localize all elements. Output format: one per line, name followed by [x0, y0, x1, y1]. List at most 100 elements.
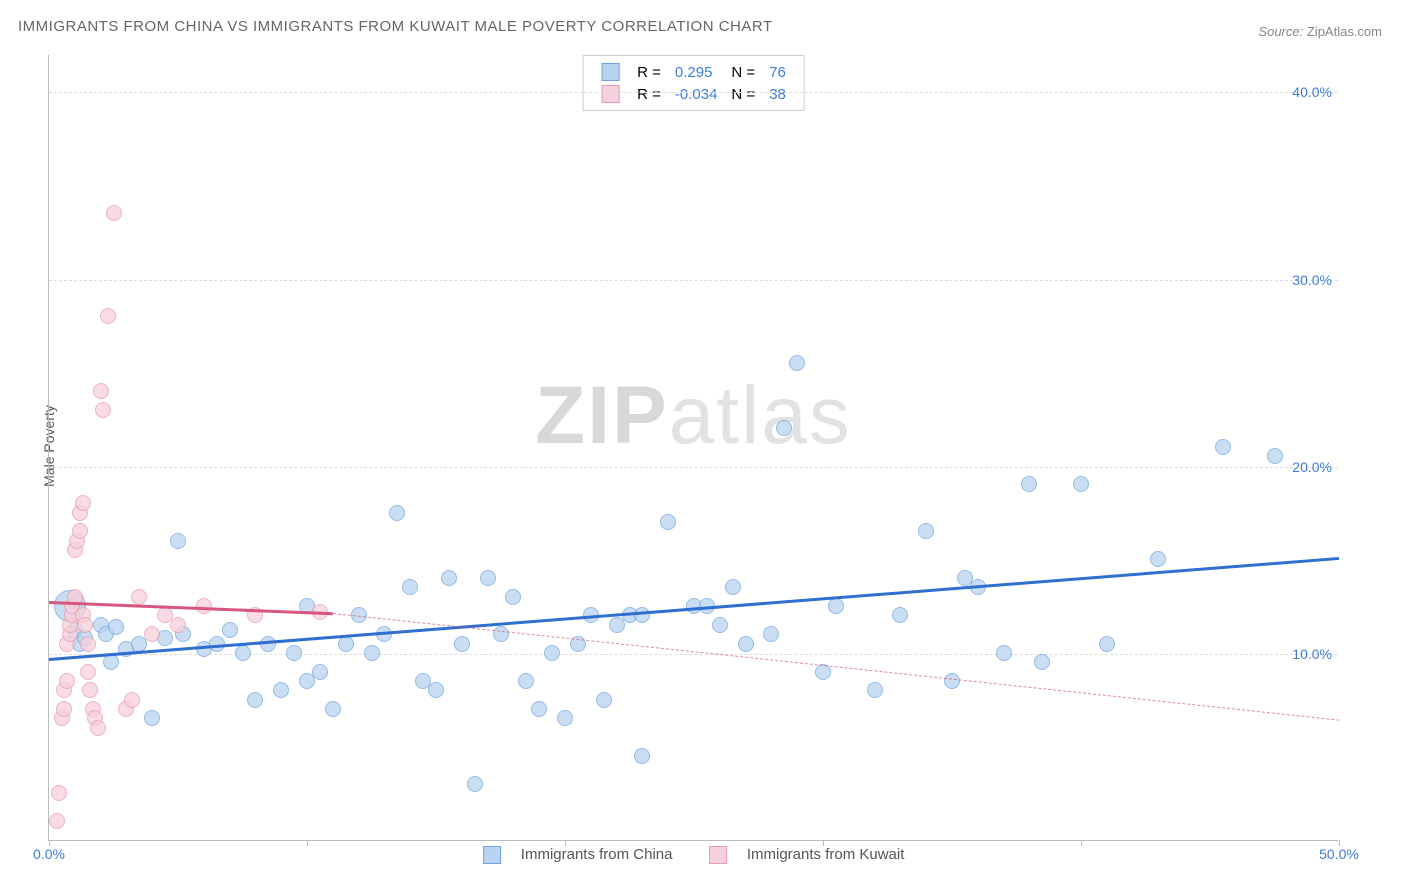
data-point: [892, 607, 908, 623]
data-point: [480, 570, 496, 586]
r-value-kuwait: -0.034: [669, 84, 724, 104]
r-label: R =: [631, 84, 667, 104]
watermark-atlas: atlas: [669, 370, 852, 461]
source-credit: Source: ZipAtlas.com: [1258, 24, 1382, 39]
legend-row-kuwait: R = -0.034 N = 38: [595, 84, 792, 104]
data-point: [75, 495, 91, 511]
data-point: [454, 636, 470, 652]
plot-area: ZIPatlas R = 0.295 N = 76 R = -0.034 N =…: [48, 55, 1338, 841]
data-point: [441, 570, 457, 586]
data-point: [518, 673, 534, 689]
x-tick: [823, 840, 824, 846]
data-point: [428, 682, 444, 698]
data-point: [80, 636, 96, 652]
data-point: [95, 402, 111, 418]
n-value-kuwait: 38: [763, 84, 792, 104]
series-legend: Immigrants from China Immigrants from Ku…: [467, 846, 921, 864]
y-tick-label: 40.0%: [1292, 84, 1332, 100]
data-point: [789, 355, 805, 371]
legend-item-china: Immigrants from China: [475, 846, 685, 863]
data-point: [1215, 439, 1231, 455]
data-point: [1021, 476, 1037, 492]
data-point: [467, 776, 483, 792]
data-point: [634, 748, 650, 764]
data-point: [59, 673, 75, 689]
data-point: [402, 579, 418, 595]
data-point: [77, 617, 93, 633]
data-point: [712, 617, 728, 633]
data-point: [56, 701, 72, 717]
chart-title: IMMIGRANTS FROM CHINA VS IMMIGRANTS FROM…: [18, 18, 773, 35]
data-point: [389, 505, 405, 521]
correlation-legend: R = 0.295 N = 76 R = -0.034 N = 38: [582, 55, 805, 111]
legend-swatch-kuwait: [709, 846, 727, 864]
gridline: [49, 92, 1338, 93]
data-point: [557, 710, 573, 726]
data-point: [108, 619, 124, 635]
data-point: [944, 673, 960, 689]
n-value-china: 76: [763, 62, 792, 82]
data-point: [544, 645, 560, 661]
data-point: [996, 645, 1012, 661]
data-point: [325, 701, 341, 717]
data-point: [131, 589, 147, 605]
x-tick-label: 0.0%: [33, 846, 65, 862]
data-point: [170, 533, 186, 549]
data-point: [286, 645, 302, 661]
data-point: [51, 785, 67, 801]
data-point: [1073, 476, 1089, 492]
data-point: [106, 205, 122, 221]
source-label: Source:: [1258, 24, 1303, 39]
data-point: [103, 654, 119, 670]
x-tick: [565, 840, 566, 846]
data-point: [828, 598, 844, 614]
data-point: [124, 692, 140, 708]
data-point: [312, 664, 328, 680]
data-point: [1034, 654, 1050, 670]
x-tick-label: 50.0%: [1319, 846, 1359, 862]
x-tick: [1081, 840, 1082, 846]
data-point: [634, 607, 650, 623]
data-point: [144, 626, 160, 642]
trend-line: [49, 601, 333, 615]
data-point: [776, 420, 792, 436]
legend-label-china: Immigrants from China: [521, 846, 673, 863]
data-point: [93, 383, 109, 399]
gridline: [49, 467, 1338, 468]
data-point: [738, 636, 754, 652]
data-point: [90, 720, 106, 736]
data-point: [1150, 551, 1166, 567]
data-point: [867, 682, 883, 698]
correlation-table: R = 0.295 N = 76 R = -0.034 N = 38: [593, 60, 794, 106]
trend-line: [333, 613, 1339, 721]
data-point: [918, 523, 934, 539]
data-point: [531, 701, 547, 717]
legend-label-kuwait: Immigrants from Kuwait: [747, 846, 905, 863]
data-point: [493, 626, 509, 642]
data-point: [247, 692, 263, 708]
data-point: [80, 664, 96, 680]
gridline: [49, 280, 1338, 281]
data-point: [49, 813, 65, 829]
watermark-zip: ZIP: [535, 370, 669, 461]
data-point: [763, 626, 779, 642]
data-point: [1267, 448, 1283, 464]
data-point: [72, 523, 88, 539]
data-point: [100, 308, 116, 324]
swatch-kuwait: [601, 85, 619, 103]
x-tick: [307, 840, 308, 846]
data-point: [170, 617, 186, 633]
data-point: [1099, 636, 1115, 652]
legend-swatch-china: [483, 846, 501, 864]
data-point: [144, 710, 160, 726]
y-tick-label: 10.0%: [1292, 646, 1332, 662]
y-tick-label: 20.0%: [1292, 459, 1332, 475]
data-point: [82, 682, 98, 698]
data-point: [596, 692, 612, 708]
n-label: N =: [725, 84, 761, 104]
r-label: R =: [631, 62, 667, 82]
data-point: [222, 622, 238, 638]
data-point: [235, 645, 251, 661]
n-label: N =: [725, 62, 761, 82]
y-tick-label: 30.0%: [1292, 272, 1332, 288]
